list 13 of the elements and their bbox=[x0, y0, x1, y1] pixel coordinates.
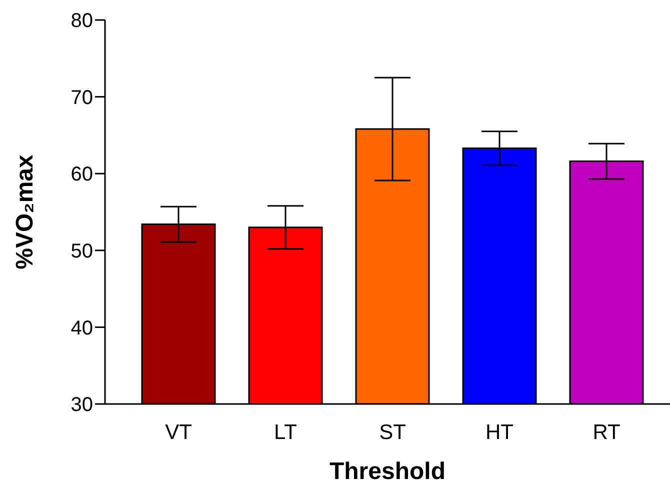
x-tick-label: VT bbox=[165, 420, 192, 444]
y-tick-label: 70 bbox=[70, 86, 93, 109]
x-tick-label: RT bbox=[592, 420, 620, 444]
y-axis-title: %VO₂max bbox=[12, 154, 39, 270]
x-tick-label: LT bbox=[274, 420, 298, 444]
x-tick-label: HT bbox=[486, 420, 514, 444]
y-tick-label: 30 bbox=[70, 394, 93, 416]
y-tick-label: 60 bbox=[70, 164, 93, 186]
y-tick-label: 50 bbox=[70, 240, 93, 262]
y-tick-label: 40 bbox=[70, 317, 93, 340]
y-tick-label: 80 bbox=[70, 10, 93, 32]
x-axis-title: Threshold bbox=[329, 458, 446, 483]
x-tick-label: ST bbox=[379, 420, 406, 444]
